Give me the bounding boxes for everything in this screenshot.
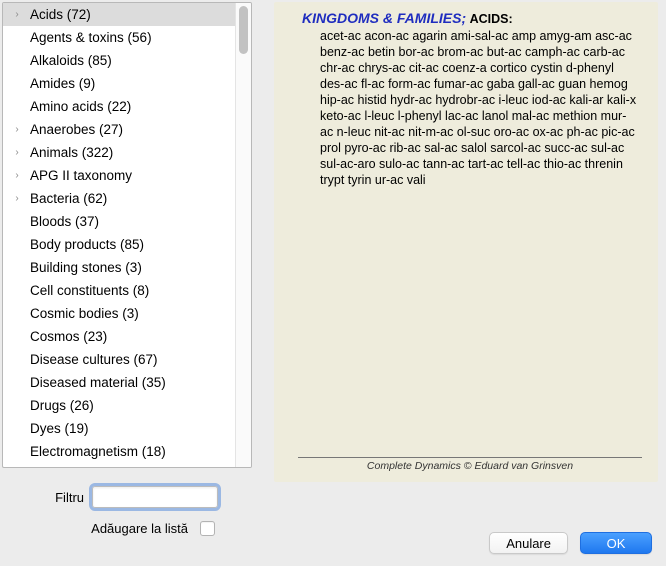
list-item[interactable]: Body products (85) (3, 233, 251, 256)
list-item-label: Animals (322) (30, 145, 113, 160)
list-item-label: Bloods (37) (30, 214, 99, 229)
list-item-label: APG II taxonomy (30, 168, 132, 183)
remedy-list: acet-ac acon-ac agarin ami-sal-ac amp am… (302, 28, 638, 188)
list-item[interactable]: › APG II taxonomy (3, 164, 251, 187)
list-item[interactable]: Amides (9) (3, 72, 251, 95)
chevron-right-icon[interactable]: › (10, 164, 24, 187)
list-item[interactable]: ›Elements (722) (3, 463, 251, 467)
list-item-label: Cell constituents (8) (30, 283, 149, 298)
left-column: › Acids (72) Agents & toxins (56) Alkaloids… (2, 2, 252, 539)
list-item[interactable]: › Anaerobes (27) (3, 118, 251, 141)
category-list[interactable]: › Acids (72) Agents & toxins (56) Alkaloids… (3, 3, 251, 467)
list-item[interactable]: Cell constituents (8) (3, 279, 251, 302)
list-item-label: Cosmic bodies (3) (30, 306, 139, 321)
list-item-label: Drugs (26) (30, 398, 94, 413)
chevron-right-icon[interactable]: › (10, 3, 24, 26)
list-item-label: Building stones (3) (30, 260, 142, 275)
list-item-label: Amides (9) (30, 76, 95, 91)
add-row: Adăugare la listă (2, 518, 252, 539)
list-item[interactable]: › Animals (322) (3, 141, 251, 164)
chevron-right-icon[interactable]: › (10, 118, 24, 141)
list-item[interactable]: › Acids (72) (3, 3, 251, 26)
scrollbar-thumb[interactable] (239, 6, 248, 54)
list-item-label: Body products (85) (30, 237, 144, 252)
list-item-label: Electromagnetism (18) (30, 444, 166, 459)
list-item-label: Dyes (19) (30, 421, 89, 436)
detail-text: KINGDOMS & FAMILIES; ACIDS: acet-ac acon… (302, 10, 638, 188)
list-item-label: Disease cultures (67) (30, 352, 158, 367)
list-item-label: Diseased material (35) (30, 375, 166, 390)
chevron-right-icon[interactable]: › (10, 187, 24, 210)
list-controls: Filtru Adăugare la listă (2, 468, 252, 539)
list-item[interactable]: Building stones (3) (3, 256, 251, 279)
list-item-label: Cosmos (23) (30, 329, 107, 344)
list-item[interactable]: Amino acids (22) (3, 95, 251, 118)
cancel-button[interactable]: Anulare (489, 532, 568, 554)
list-item[interactable]: Diseased material (35) (3, 371, 251, 394)
list-item-label: Acids (72) (30, 7, 91, 22)
list-item-label: Agents & toxins (56) (30, 30, 152, 45)
filter-row: Filtru (2, 486, 252, 508)
list-item[interactable]: Electromagnetism (18) (3, 440, 251, 463)
list-item[interactable]: Alkaloids (85) (3, 49, 251, 72)
dialog-root: › Acids (72) Agents & toxins (56) Alkaloids… (0, 0, 666, 566)
add-to-list-checkbox[interactable] (200, 521, 215, 536)
list-item[interactable]: Disease cultures (67) (3, 348, 251, 371)
detail-heading: KINGDOMS & FAMILIES; (302, 10, 466, 26)
list-item[interactable]: Cosmic bodies (3) (3, 302, 251, 325)
list-item-label: Anaerobes (27) (30, 122, 123, 137)
ok-button[interactable]: OK (580, 532, 652, 554)
list-item-label: Amino acids (22) (30, 99, 131, 114)
list-item[interactable]: Drugs (26) (3, 394, 251, 417)
list-item[interactable]: › Bacteria (62) (3, 187, 251, 210)
detail-pane: KINGDOMS & FAMILIES; ACIDS: acet-ac acon… (274, 2, 658, 482)
filter-input[interactable] (92, 486, 218, 508)
detail-subheading: ACIDS: (470, 12, 513, 26)
list-item-label: Alkaloids (85) (30, 53, 112, 68)
chevron-right-icon[interactable]: › (10, 141, 24, 164)
list-item[interactable]: Agents & toxins (56) (3, 26, 251, 49)
category-list-container: › Acids (72) Agents & toxins (56) Alkaloids… (2, 2, 252, 468)
list-item-label: Bacteria (62) (30, 191, 107, 206)
filter-label: Filtru (55, 490, 84, 505)
top-row: › Acids (72) Agents & toxins (56) Alkaloids… (0, 0, 666, 539)
chevron-right-icon[interactable]: › (10, 463, 24, 467)
list-item[interactable]: Cosmos (23) (3, 325, 251, 348)
detail-footer: Complete Dynamics © Eduard van Grinsven (298, 457, 642, 472)
add-to-list-label: Adăugare la listă (91, 521, 188, 536)
list-item[interactable]: Bloods (37) (3, 210, 251, 233)
button-bar: Anulare OK (489, 532, 652, 554)
list-item[interactable]: Dyes (19) (3, 417, 251, 440)
